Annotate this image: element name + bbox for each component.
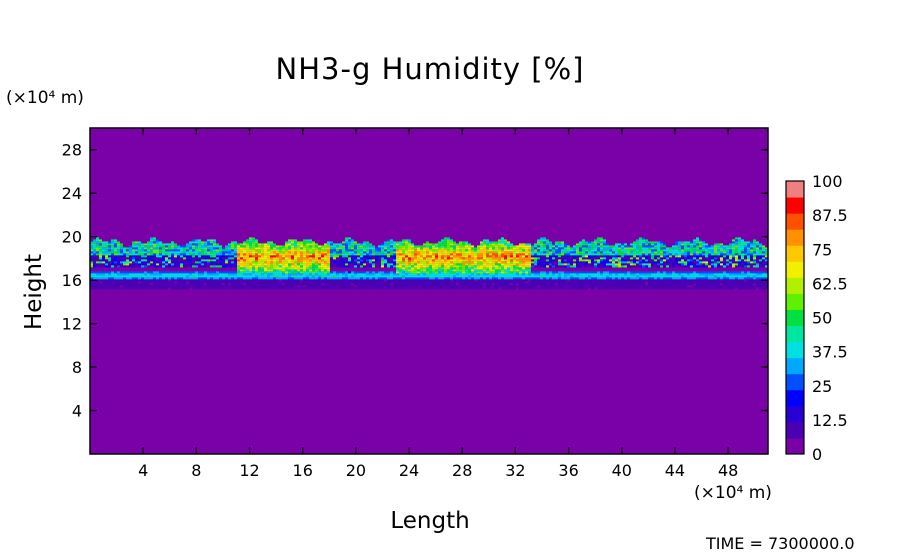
colorbar-label: 0 <box>812 445 822 464</box>
colorbar-segment <box>786 181 804 198</box>
plot-background <box>90 128 768 454</box>
colorbar-segment <box>786 261 804 278</box>
colorbar-segment <box>786 277 804 294</box>
y-tick-label: 12 <box>62 315 82 334</box>
colorbar-segment <box>786 229 804 246</box>
y-tick-label: 8 <box>72 358 82 377</box>
colorbar-segment <box>786 406 804 423</box>
colorbar-label: 50 <box>812 309 832 328</box>
x-tick-label: 28 <box>452 461 472 480</box>
colorbar-segment <box>786 326 804 343</box>
colorbar-segment <box>786 309 804 326</box>
y-tick-label: 28 <box>62 141 82 160</box>
x-tick-label: 44 <box>665 461 685 480</box>
colorbar-label: 62.5 <box>812 274 848 293</box>
colorbar-segment <box>786 422 804 439</box>
colorbar-segment <box>786 197 804 214</box>
colorbar-segment <box>786 374 804 391</box>
y-tick-label: 20 <box>62 228 82 247</box>
y-tick-label: 24 <box>62 184 82 203</box>
colorbar-label: 87.5 <box>812 206 848 225</box>
x-tick-label: 12 <box>239 461 259 480</box>
x-tick-label: 24 <box>399 461 419 480</box>
colorbar-segment <box>786 245 804 262</box>
colorbar-segment <box>786 342 804 359</box>
x-tick-label: 40 <box>612 461 632 480</box>
x-tick-label: 8 <box>191 461 201 480</box>
colorbar-segment <box>786 358 804 375</box>
colorbar-label: 75 <box>812 240 832 259</box>
colorbar-segment <box>786 438 804 455</box>
y-tick-label: 4 <box>72 402 82 421</box>
x-tick-label: 4 <box>138 461 148 480</box>
x-tick-label: 16 <box>293 461 313 480</box>
colorbar-segment <box>786 390 804 407</box>
colorbar-label: 25 <box>812 377 832 396</box>
y-tick-label: 16 <box>62 271 82 290</box>
x-tick-label: 48 <box>718 461 738 480</box>
colorbar-label: 100 <box>812 172 843 191</box>
x-tick-label: 32 <box>505 461 525 480</box>
colorbar-segment <box>786 213 804 230</box>
x-tick-label: 20 <box>346 461 366 480</box>
x-tick-label: 36 <box>558 461 578 480</box>
colorbar-label: 37.5 <box>812 343 848 362</box>
colorbar-segment <box>786 293 804 310</box>
colorbar-label: 12.5 <box>812 411 848 430</box>
